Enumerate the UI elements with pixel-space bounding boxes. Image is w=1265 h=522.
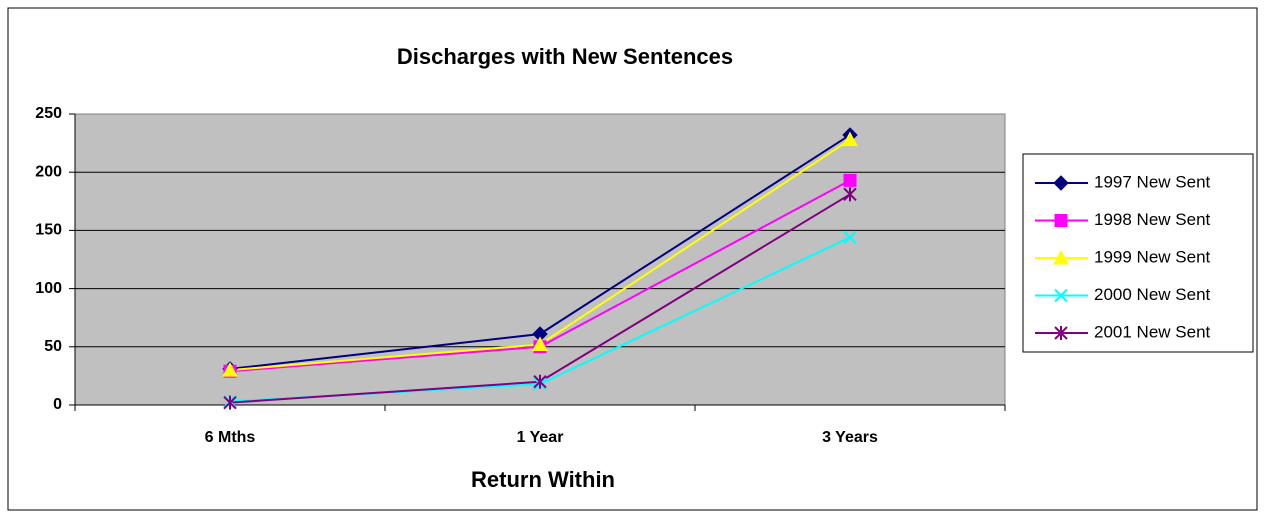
marker	[532, 336, 548, 351]
legend-label: 1998 New Sent	[1094, 210, 1211, 229]
marker	[1054, 214, 1068, 227]
marker	[843, 187, 857, 202]
y-tick-label: 50	[44, 338, 62, 355]
marker-shape	[1054, 288, 1068, 303]
legend-label: 2001 New Sent	[1094, 322, 1211, 341]
marker-shape	[843, 173, 857, 187]
marker	[843, 230, 857, 245]
marker-shape	[843, 230, 857, 245]
marker	[222, 362, 238, 377]
y-tick-label: 200	[35, 163, 62, 180]
marker	[533, 374, 547, 389]
legend-label: 1997 New Sent	[1094, 172, 1211, 191]
marker-shape	[532, 336, 548, 351]
marker	[1054, 288, 1068, 303]
marker-shape	[843, 187, 857, 202]
marker-shape	[1053, 175, 1069, 191]
legend-label: 1999 New Sent	[1094, 247, 1211, 266]
marker-shape	[222, 362, 238, 377]
y-tick-label: 100	[35, 280, 62, 297]
chart-title: Discharges with New Sentences	[397, 44, 733, 69]
plot-area	[74, 113, 1006, 406]
marker-shape	[1054, 326, 1068, 340]
marker	[1053, 175, 1069, 191]
marker	[223, 395, 237, 410]
marker-shape	[1053, 249, 1069, 265]
marker-shape	[223, 395, 237, 410]
marker	[1054, 326, 1068, 340]
y-tick-label: 250	[35, 105, 62, 122]
x-axis-title: Return Within	[471, 467, 615, 492]
marker-shape	[533, 374, 547, 389]
y-tick-label: 0	[53, 396, 62, 413]
marker-shape	[1054, 214, 1068, 227]
x-tick-label: 3 Years	[822, 429, 878, 446]
marker	[1053, 249, 1069, 265]
legend-label: 2000 New Sent	[1094, 285, 1211, 304]
marker	[842, 131, 858, 147]
x-tick-label: 1 Year	[517, 429, 564, 446]
marker-shape	[842, 131, 858, 147]
x-tick-label: 6 Mths	[205, 429, 256, 446]
marker	[843, 173, 857, 187]
y-tick-label: 150	[35, 222, 62, 239]
